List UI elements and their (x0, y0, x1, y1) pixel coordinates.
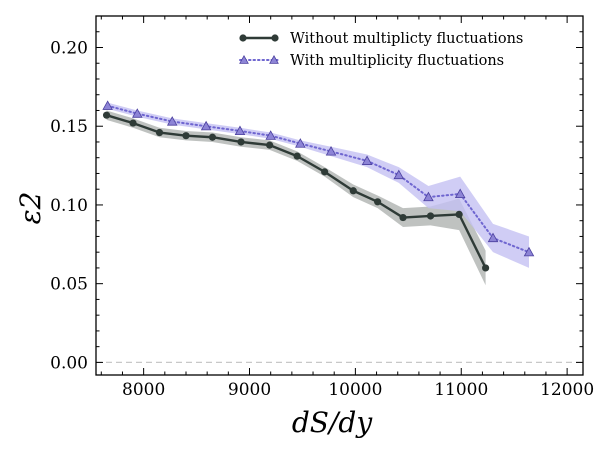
series-0-point-1 (129, 119, 137, 127)
series-1-point-7 (325, 145, 337, 156)
series-1-point-3 (200, 120, 212, 131)
y-tick-label: 0.05 (50, 275, 88, 295)
series-1-point-5 (265, 130, 276, 140)
legend-marker-0 (239, 34, 247, 42)
series-1-point-9 (393, 169, 405, 180)
legend-marker-0 (271, 34, 279, 42)
x-tick-label: 8000 (122, 380, 165, 400)
series-0-point-7 (293, 152, 301, 160)
legend-label-0: Without multiplicty fluctuations (290, 31, 523, 47)
series-1-point-13 (523, 246, 535, 257)
legend-marker-1 (269, 54, 279, 64)
series-0-point-6 (266, 141, 274, 149)
series-1-point-1 (132, 108, 143, 118)
series-1-line (106, 104, 531, 254)
x-tick-label: 9000 (228, 380, 271, 400)
series-1-point-6 (295, 138, 306, 148)
y-tick-label: 0.20 (50, 38, 88, 58)
legend-label-1: With multiplicity fluctuations (290, 53, 504, 69)
legend: Without multiplicty fluctuations With mul… (239, 31, 523, 69)
series-1-point-2 (166, 116, 178, 126)
plot-area (96, 100, 583, 364)
x-tick-label: 10000 (328, 380, 382, 400)
y-tick-label: 0.00 (50, 353, 88, 373)
y-axis-label: ε2 (14, 192, 47, 225)
series-0-point-2 (155, 128, 164, 137)
series-1-point-8 (361, 155, 373, 165)
series-0-point-14 (482, 264, 490, 272)
series-1-point-12 (487, 232, 499, 243)
series-1-uncertainty-band (107, 102, 530, 268)
series-0-point-13 (455, 210, 463, 218)
series-1-point-0 (102, 100, 113, 110)
series-0-point-9 (349, 187, 357, 195)
series-0-point-0 (102, 111, 111, 119)
series-0-point-3 (182, 132, 190, 140)
legend-marker-1 (239, 54, 249, 64)
y-tick-label: 0.15 (50, 117, 88, 137)
series-0-point-8 (321, 168, 329, 176)
series-1-point-4 (234, 125, 246, 136)
x-axis-label: dS/dy (292, 406, 373, 439)
axes: 8000 9000 10000 11000 12000 0.00 0.05 0.10 0.15 0… (50, 15, 594, 400)
x-tick-label: 12000 (540, 380, 594, 400)
y-tick-label: 0.10 (50, 196, 88, 216)
series-1-point-10 (423, 191, 434, 202)
series-1-point-11 (454, 188, 466, 199)
series-0-point-5 (237, 138, 245, 146)
series-0-point-12 (426, 212, 435, 220)
plot-frame (95, 15, 584, 376)
x-tick-label: 11000 (434, 380, 488, 400)
series-0-point-4 (208, 133, 217, 141)
series-0-point-11 (399, 213, 407, 222)
series-0-point-10 (374, 198, 382, 206)
